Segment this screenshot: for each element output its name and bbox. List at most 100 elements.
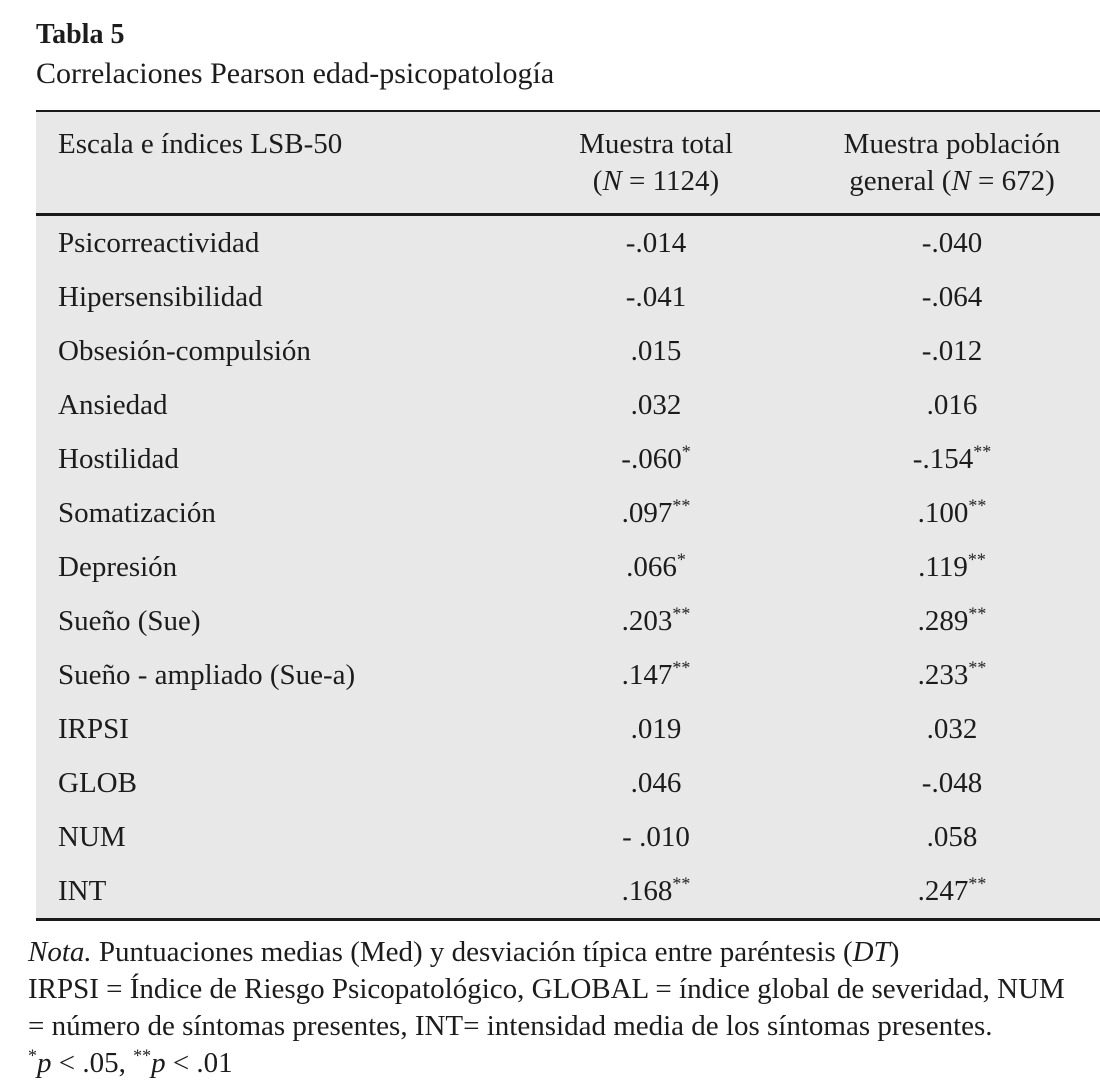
footnote-text: p — [151, 1047, 166, 1079]
row-label: Ansiedad — [58, 388, 168, 421]
row-label: INT — [58, 874, 107, 907]
table-row: Depresión .066* .119** — [36, 540, 1100, 594]
cell-general-population: -.154** — [797, 432, 1100, 486]
cell-general-population: .119** — [797, 540, 1100, 594]
cell-general-population: -.012 — [797, 324, 1100, 378]
header-total-line2: (N = 1124) — [592, 165, 720, 197]
cell-value: .066 — [626, 550, 677, 583]
cell-value: -.060 — [621, 442, 682, 475]
footnote-star: * — [28, 1045, 37, 1066]
n-symbol: N — [951, 165, 971, 197]
cell-value: .119 — [918, 550, 968, 583]
correlation-table: Escala e índices LSB-50 Muestra total (N… — [36, 110, 1100, 921]
cell-total-sample: .019 — [515, 702, 797, 756]
footnote-star: ** — [133, 1045, 152, 1066]
table-row: NUM - .010 .058 — [36, 810, 1100, 864]
cell-total-sample: .032 — [515, 378, 797, 432]
significance-stars: ** — [672, 656, 691, 677]
cell-value: .019 — [630, 712, 682, 745]
cell-general-population: .247** — [797, 864, 1100, 920]
significance-stars: ** — [672, 602, 691, 623]
footnotes: Nota. Puntuaciones medias (Med) y desvia… — [28, 934, 1080, 1082]
table-body: Psicorreactividad -.014 -.040 Hipersensibil… — [36, 215, 1100, 920]
cell-value: .046 — [630, 766, 682, 799]
header-general-line1: Muestra población — [843, 128, 1061, 160]
cell-value: -.064 — [921, 280, 983, 313]
significance-stars: ** — [968, 656, 987, 677]
cell-total-sample: .168** — [515, 864, 797, 920]
significance-stars: ** — [967, 548, 986, 569]
table-row: GLOB .046 -.048 — [36, 756, 1100, 810]
cell-total-sample: -.041 — [515, 270, 797, 324]
significance-stars: ** — [968, 602, 987, 623]
column-header-scale: Escala e índices LSB-50 — [36, 111, 515, 216]
cell-total-sample: .203** — [515, 594, 797, 648]
row-label: Sueño - ampliado (Sue-a) — [58, 658, 356, 691]
header-total-line1: Muestra total — [579, 128, 733, 160]
cell-value: .233 — [917, 658, 969, 691]
table-row: IRPSI .019 .032 — [36, 702, 1100, 756]
footnote-text: DT — [852, 936, 890, 968]
row-label: IRPSI — [58, 712, 129, 745]
footnote-line: IRPSI = Índice de Riesgo Psicopatológico… — [28, 971, 1080, 1008]
footnote-text: < .05, — [51, 1047, 134, 1079]
column-header-total-sample: Muestra total (N = 1124) — [515, 111, 797, 216]
cell-total-sample: .046 — [515, 756, 797, 810]
table-row: Hipersensibilidad -.041 -.064 — [36, 270, 1100, 324]
footnote-text: < .01 — [165, 1047, 233, 1079]
cell-value: .015 — [630, 334, 682, 367]
cell-general-population: -.064 — [797, 270, 1100, 324]
table-row: Ansiedad .032 .016 — [36, 378, 1100, 432]
cell-value: .147 — [621, 658, 673, 691]
row-label: Sueño (Sue) — [58, 604, 201, 637]
footnote-line: Nota. Puntuaciones medias (Med) y desvia… — [28, 934, 1080, 971]
significance-stars: ** — [672, 872, 691, 893]
cell-value: - .010 — [622, 820, 690, 853]
cell-value: -.154 — [912, 442, 974, 475]
footnote-text: = número de síntomas presentes, INT= int… — [28, 1010, 993, 1042]
cell-general-population: .289** — [797, 594, 1100, 648]
row-label: GLOB — [58, 766, 137, 799]
cell-value: .203 — [621, 604, 673, 637]
table-caption: Correlaciones Pearson edad-psicopatologí… — [36, 57, 555, 90]
footnote-text: IRPSI = Índice de Riesgo Psicopatológico… — [28, 973, 1065, 1005]
row-label: Hostilidad — [58, 442, 179, 475]
cell-total-sample: - .010 — [515, 810, 797, 864]
cell-value: -.012 — [921, 334, 983, 367]
cell-value: -.040 — [921, 226, 983, 259]
cell-value: .097 — [621, 496, 673, 529]
cell-value: -.041 — [625, 280, 687, 313]
cell-value: .058 — [926, 820, 978, 853]
cell-general-population: -.040 — [797, 215, 1100, 271]
footnote-line: = número de síntomas presentes, INT= int… — [28, 1008, 1080, 1045]
significance-stars: * — [681, 440, 691, 461]
cell-value: -.014 — [625, 226, 687, 259]
table-row: Psicorreactividad -.014 -.040 — [36, 215, 1100, 271]
table-number-title: Tabla 5 — [36, 19, 125, 50]
row-label: Depresión — [58, 550, 178, 583]
significance-stars: ** — [968, 872, 987, 893]
cell-general-population: .016 — [797, 378, 1100, 432]
cell-value: .168 — [621, 874, 673, 907]
cell-value: .289 — [917, 604, 969, 637]
header-row: Escala e índices LSB-50 Muestra total (N… — [36, 111, 1100, 216]
table-row: Sueño - ampliado (Sue-a) .147** .233** — [36, 648, 1100, 702]
cell-value: -.048 — [921, 766, 983, 799]
table-row: Obsesión-compulsión .015 -.012 — [36, 324, 1100, 378]
cell-total-sample: .097** — [515, 486, 797, 540]
cell-total-sample: -.060* — [515, 432, 797, 486]
table-row: Hostilidad -.060* -.154** — [36, 432, 1100, 486]
row-label: Somatización — [58, 496, 216, 529]
cell-general-population: .058 — [797, 810, 1100, 864]
cell-general-population: -.048 — [797, 756, 1100, 810]
table-row: Somatización .097** .100** — [36, 486, 1100, 540]
cell-general-population: .100** — [797, 486, 1100, 540]
significance-stars: ** — [672, 494, 691, 515]
cell-general-population: .233** — [797, 648, 1100, 702]
table-row: INT .168** .247** — [36, 864, 1100, 920]
cell-total-sample: .147** — [515, 648, 797, 702]
header-general-line2: general (N = 672) — [849, 165, 1055, 197]
cell-total-sample: .015 — [515, 324, 797, 378]
footnote-line: *p < .05, **p < .01 — [28, 1045, 1080, 1082]
